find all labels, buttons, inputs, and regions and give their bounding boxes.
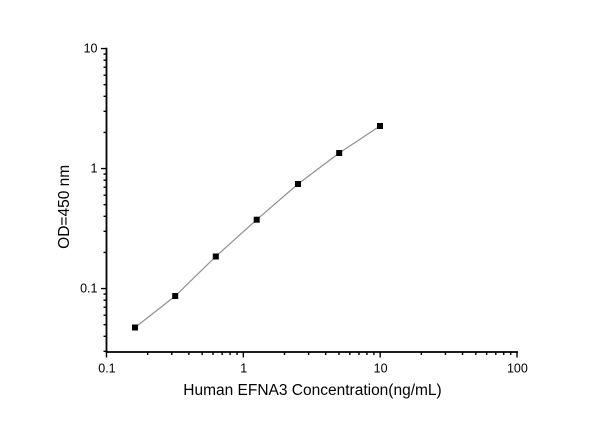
svg-text:0.1: 0.1 [80,282,97,296]
svg-text:1: 1 [91,162,98,176]
svg-text:Human EFNA3 Concentration(ng/m: Human EFNA3 Concentration(ng/mL) [183,382,441,399]
svg-text:1: 1 [240,362,247,376]
svg-text:10: 10 [374,362,388,376]
svg-text:OD=450 nm: OD=450 nm [56,165,73,249]
svg-text:0.1: 0.1 [98,362,115,376]
svg-text:100: 100 [507,362,528,376]
svg-text:10: 10 [84,42,98,56]
